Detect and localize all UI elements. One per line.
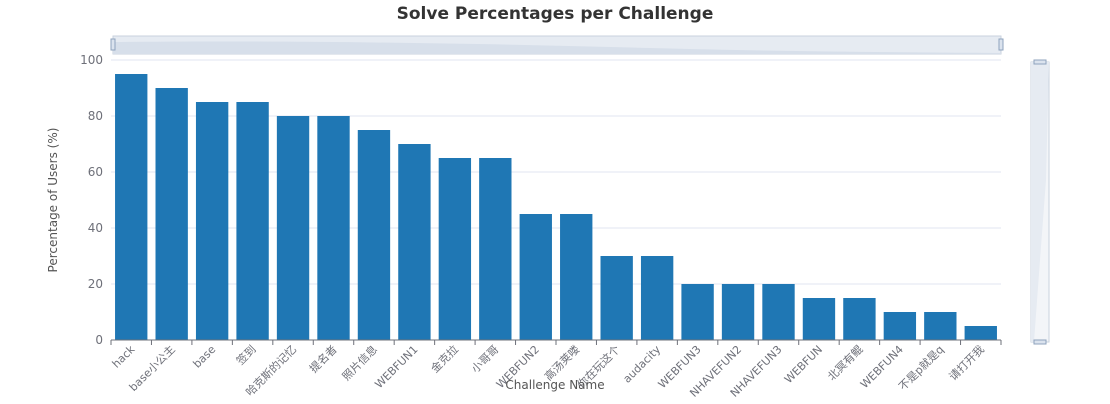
bar-5 [317,116,350,340]
bar-7 [398,144,431,340]
bar-9 [479,158,512,340]
bar-6 [357,130,391,340]
x-axis-label: Challenge Name [505,378,604,392]
bar-18 [843,298,876,340]
x-tick-label: WEBFUN1 [372,343,420,391]
vertical-slider-top-handle[interactable] [1033,59,1047,65]
bar-19 [883,312,917,340]
y-axis-label: Percentage of Users (%) [46,128,60,273]
x-tick-label: 金克拉 [428,342,461,375]
x-tick-label: 提名者 [306,342,339,375]
bar-15 [721,284,755,340]
vertical-zoom-slider[interactable] [1030,59,1050,345]
y-tick-label: 0 [95,333,103,347]
bar-0 [115,74,148,340]
y-tick-label: 20 [88,277,103,291]
bar-20 [924,312,957,340]
x-tick-label: hack [110,342,138,370]
bars [115,74,997,340]
bar-16 [762,284,795,340]
x-tick-label: WEBFUN [782,343,825,386]
x-tick-label: 签到 [233,342,258,367]
bar-2 [195,102,229,340]
horizontal-slider-shadow [113,41,1001,54]
bar-17 [802,298,836,340]
x-tick-label: base [191,343,219,371]
y-tick-label: 60 [88,165,103,179]
horizontal-zoom-slider[interactable] [110,35,1004,55]
vertical-slider-shadow [1031,62,1049,342]
x-tick-label: 请打开我 [946,342,987,383]
y-tick-label: 80 [88,109,103,123]
bar-8 [438,158,472,340]
x-tick-label: 照片信息 [339,342,380,383]
x-axis [110,339,1002,345]
bar-14 [681,284,714,340]
horizontal-slider-left-handle[interactable] [110,38,116,51]
y-tick-label: 40 [88,221,103,235]
x-tick-label: 小哥哥 [469,343,502,376]
x-tick-label: 北冥有鲲 [825,342,866,383]
bar-12 [600,256,633,340]
y-axis-ticks: 0 20 40 60 80 100 [80,53,103,347]
bar-3 [236,102,269,340]
bar-21 [964,326,997,340]
vertical-slider-bottom-handle[interactable] [1033,339,1047,345]
chart-title: Solve Percentages per Challenge [397,4,714,24]
bar-13 [640,256,674,340]
bar-4 [276,116,310,340]
y-tick-label: 100 [80,53,103,67]
horizontal-slider-right-handle[interactable] [998,38,1004,51]
bar-1 [155,88,188,340]
bar-11 [560,214,593,340]
bar-10 [519,214,552,340]
